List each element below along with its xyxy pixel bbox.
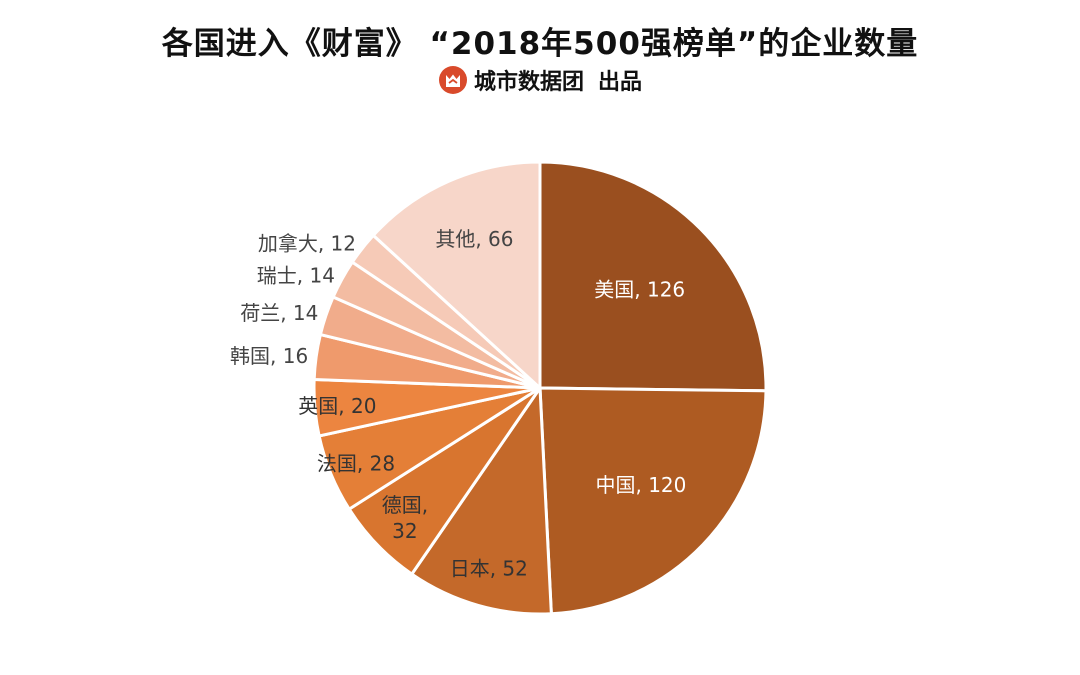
cat-logo-icon: [438, 66, 467, 94]
slice-label-8: 荷兰, 14: [240, 301, 318, 325]
slice-label-3: 日本, 52: [450, 556, 528, 580]
brand-line: 城市数据团 出品: [0, 64, 1080, 96]
pie-slice-11: [371, 160, 542, 392]
brand-name: 城市数据团: [473, 70, 584, 95]
slice-label-4: 德国, 32: [382, 493, 428, 543]
chart-title: 各国进入《财富》 “2018年500强榜单”的企业数量: [161, 26, 919, 62]
pie-slice-1: [538, 160, 768, 393]
pie-slice-3: [409, 383, 553, 616]
slice-label-11: 其他, 66: [435, 227, 513, 251]
slice-label-5: 法国, 28: [317, 452, 395, 476]
slice-label-10: 加拿大, 12: [258, 231, 356, 255]
slice-label-7: 韩国, 16: [230, 344, 308, 368]
slice-label-2: 中国, 120: [595, 473, 686, 497]
slice-label-1: 美国, 126: [594, 278, 685, 302]
slice-label-6: 英国, 20: [298, 394, 376, 418]
slice-label-9: 瑞士, 14: [257, 263, 335, 287]
pie-slice-2: [538, 386, 768, 616]
brand-suffix: 出品: [598, 70, 643, 95]
